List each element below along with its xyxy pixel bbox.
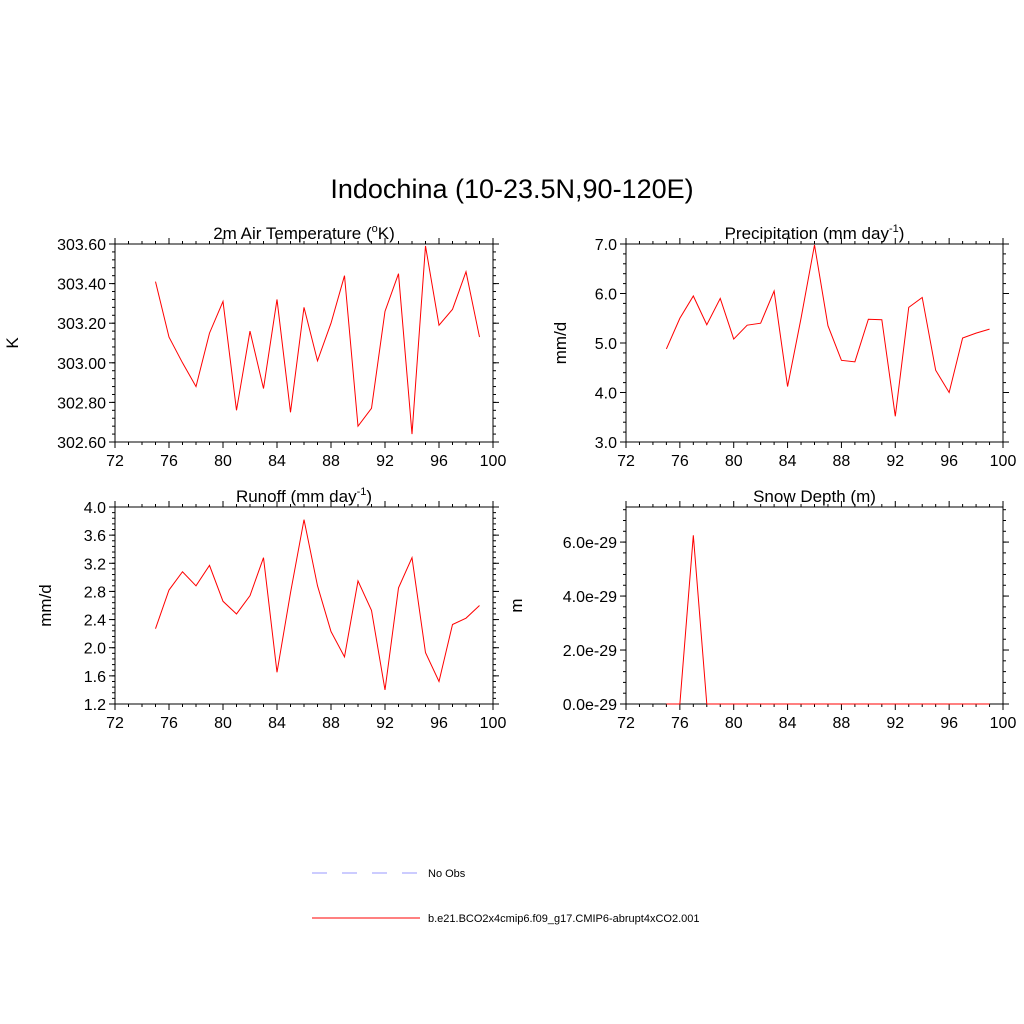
panel-title: Runoff (mm day-1) — [236, 486, 372, 506]
x-tick-label: 84 — [268, 715, 286, 732]
x-tick-label: 88 — [833, 715, 851, 732]
x-tick-label: 96 — [940, 715, 958, 732]
y-tick-label: 1.2 — [84, 697, 106, 714]
x-tick-label: 96 — [430, 715, 448, 732]
y-tick-label: 4.0 — [595, 386, 617, 403]
x-tick-label: 92 — [376, 453, 394, 470]
panel-title: Snow Depth (m) — [753, 487, 876, 506]
y-tick-label: 3.2 — [84, 556, 106, 573]
x-tick-label: 72 — [106, 453, 124, 470]
y-axis-label: mm/d — [551, 322, 570, 365]
panel-title: 2m Air Temperature (oK) — [213, 223, 395, 243]
panel-air-temperature: 72 76 80 84 88 92 96 100 302.60 302.80 303.00 303.2… — [3, 223, 506, 470]
x-tick-label: 84 — [779, 715, 797, 732]
y-tick-label: 2.8 — [84, 584, 106, 601]
x-tick-label: 84 — [779, 453, 797, 470]
y-tick-label: 303.00 — [57, 356, 106, 373]
y-axis-label: m — [507, 598, 526, 612]
figure-title: Indochina (10-23.5N,90-120E) — [330, 174, 693, 204]
x-tick-label: 80 — [725, 715, 743, 732]
series-line-model — [666, 535, 990, 705]
y-tick-label: 4.0 — [84, 500, 106, 517]
y-tick-label: 303.40 — [57, 277, 106, 294]
y-tick-label: 2.0 — [84, 641, 106, 658]
x-tick-label: 100 — [480, 453, 507, 470]
plot-frame — [114, 506, 494, 705]
x-tick-label: 76 — [671, 715, 689, 732]
x-tick-label: 92 — [376, 715, 394, 732]
y-tick-label: 3.6 — [84, 528, 106, 545]
x-tick-label: 88 — [322, 715, 340, 732]
x-tick-label: 72 — [617, 715, 635, 732]
x-tick-label: 96 — [430, 453, 448, 470]
x-tick-label: 76 — [160, 715, 178, 732]
x-tick-label: 88 — [322, 453, 340, 470]
y-tick-label: 303.20 — [57, 316, 106, 333]
legend-model-label: b.e21.BCO2x4cmip6.f09_g17.CMIP6-abrupt4x… — [428, 913, 700, 925]
x-tick-label: 72 — [617, 453, 635, 470]
x-tick-label: 84 — [268, 453, 286, 470]
y-axis-label: mm/d — [36, 584, 55, 627]
y-tick-label: 1.6 — [84, 669, 106, 686]
y-tick-label: 302.60 — [57, 435, 106, 452]
y-tick-label: 6.0 — [595, 287, 617, 304]
y-tick-label: 302.80 — [57, 395, 106, 412]
x-tick-label: 92 — [886, 453, 904, 470]
x-tick-label: 76 — [671, 453, 689, 470]
y-tick-label: 4.0e-29 — [563, 589, 617, 606]
panel-runoff: 72 76 80 84 88 92 96 100 1.2 1.6 2.0 2.4 2.8 3.2 3.6 4.… — [36, 486, 506, 732]
x-tick-label: 76 — [160, 453, 178, 470]
panel-title: Precipitation (mm day-1) — [725, 223, 905, 243]
legend: No Obs b.e21.BCO2x4cmip6.f09_g17.CMIP6-a… — [312, 868, 700, 925]
panel-snow-depth: 72 76 80 84 88 92 96 100 0.0e-29 2.0e-29 4.0e-29 6.… — [507, 487, 1016, 732]
panel-precipitation: 72 76 80 84 88 92 96 100 3.0 4.0 5.0 6.0 7.0 Precipit… — [551, 223, 1016, 470]
y-tick-label: 6.0e-29 — [563, 535, 617, 552]
x-tick-label: 100 — [990, 453, 1017, 470]
x-tick-label: 100 — [480, 715, 507, 732]
series-line-model — [155, 245, 480, 435]
x-tick-label: 80 — [725, 453, 743, 470]
y-tick-label: 2.0e-29 — [563, 643, 617, 660]
x-tick-label: 72 — [106, 715, 124, 732]
y-tick-label: 303.60 — [57, 237, 106, 254]
plot-frame — [625, 243, 1004, 443]
y-tick-label: 7.0 — [595, 237, 617, 254]
series-line-model — [155, 519, 480, 691]
x-tick-label: 92 — [886, 715, 904, 732]
y-axis-label: K — [3, 337, 22, 349]
y-tick-label: 3.0 — [595, 435, 617, 452]
x-tick-label: 96 — [940, 453, 958, 470]
x-tick-label: 80 — [214, 453, 232, 470]
x-tick-label: 100 — [990, 715, 1017, 732]
legend-obs-label: No Obs — [428, 868, 466, 880]
y-tick-label: 2.4 — [84, 613, 106, 630]
y-tick-label: 0.0e-29 — [563, 697, 617, 714]
x-tick-label: 88 — [833, 453, 851, 470]
y-tick-label: 5.0 — [595, 336, 617, 353]
x-tick-label: 80 — [214, 715, 232, 732]
series-line-model — [665, 244, 990, 417]
